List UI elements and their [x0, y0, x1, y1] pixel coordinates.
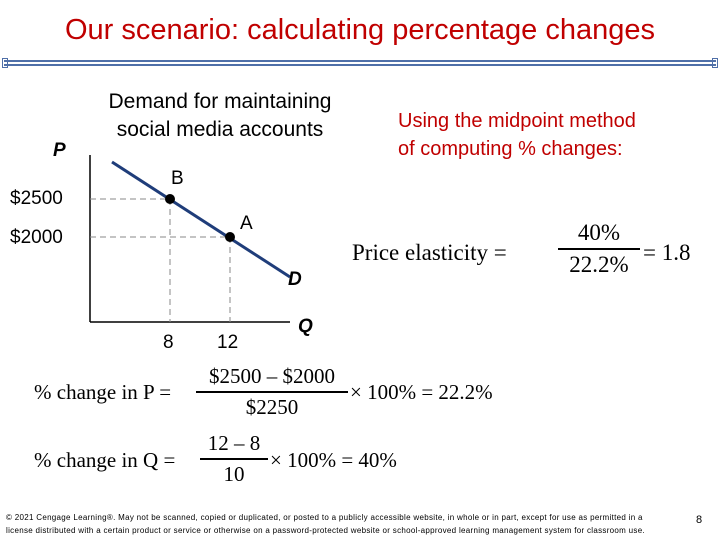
pct-change-p-result: × 100% = 22.2% — [350, 380, 493, 404]
quantity-tick-12: 12 — [217, 332, 239, 353]
point-b-label: B — [171, 168, 184, 189]
y-axis-label: P — [53, 140, 66, 161]
demand-caption-line1: Demand for maintaining — [108, 90, 332, 113]
pct-change-q-fraction-bar — [200, 458, 268, 460]
elasticity-fraction-bar — [558, 248, 640, 250]
pct-change-p-label: % change in P = — [34, 380, 172, 404]
pct-change-q-fraction: 12 – 8 10 — [200, 431, 268, 487]
point-a-label: A — [240, 213, 253, 234]
x-axis-label: Q — [298, 316, 313, 337]
pct-change-p-fraction-bar — [196, 391, 348, 393]
pct-change-q-denominator: 10 — [223, 461, 245, 486]
rule-cap-right — [712, 58, 718, 68]
elasticity-label: Price elasticity = — [352, 240, 507, 265]
pct-change-q-label: % change in Q = — [34, 448, 176, 472]
pct-change-p-fraction: $2500 – $2000 $2250 — [196, 364, 348, 420]
elasticity-denominator: 22.2% — [569, 251, 629, 277]
demand-caption-line2: social media accounts — [116, 118, 324, 141]
price-tick-2500: $2500 — [10, 188, 63, 209]
point-a — [225, 232, 235, 242]
title-rule-top — [4, 60, 716, 62]
pct-change-q-result: × 100% = 40% — [270, 448, 397, 472]
point-b — [165, 194, 175, 204]
rule-cap-left — [2, 58, 8, 68]
page-number: 8 — [696, 514, 703, 526]
midpoint-note: Using the midpoint method of computing %… — [398, 107, 636, 163]
elasticity-fraction: 40% 22.2% — [558, 220, 640, 278]
pct-change-q-numerator: 12 – 8 — [207, 431, 261, 455]
slide-title: Our scenario: calculating percentage cha… — [64, 14, 656, 46]
pct-change-p-numerator: $2500 – $2000 — [209, 364, 335, 388]
midpoint-note-line1: Using the midpoint method — [398, 110, 636, 132]
elasticity-result: = 1.8 — [643, 240, 691, 265]
demand-curve-label: D — [288, 269, 302, 290]
demand-caption: Demand for maintaining social media acco… — [86, 88, 354, 144]
title-rule-bottom — [4, 64, 716, 66]
demand-curve — [111, 160, 291, 279]
elasticity-numerator: 40% — [577, 220, 621, 245]
copyright-footer: © 2021 Cengage Learning®. May not be sca… — [6, 513, 645, 535]
price-tick-2000: $2000 — [10, 227, 63, 248]
midpoint-note-line2: of computing % changes: — [398, 138, 623, 160]
pct-change-p-denominator: $2250 — [245, 394, 299, 419]
quantity-tick-8: 8 — [163, 332, 174, 353]
